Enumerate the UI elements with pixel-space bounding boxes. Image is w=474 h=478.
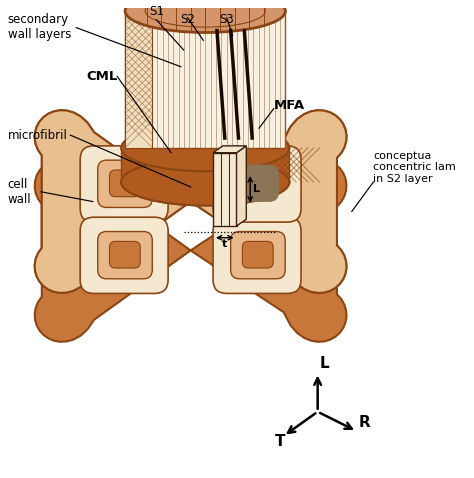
- FancyBboxPatch shape: [80, 217, 168, 293]
- Text: S2: S2: [180, 13, 195, 26]
- FancyBboxPatch shape: [237, 167, 277, 201]
- FancyBboxPatch shape: [213, 146, 301, 222]
- Text: R: R: [359, 415, 371, 430]
- FancyBboxPatch shape: [256, 182, 259, 185]
- Text: MFA: MFA: [273, 99, 305, 112]
- Ellipse shape: [121, 159, 289, 206]
- FancyBboxPatch shape: [237, 165, 279, 202]
- FancyBboxPatch shape: [242, 241, 273, 268]
- Text: S1: S1: [149, 5, 164, 18]
- FancyBboxPatch shape: [251, 178, 263, 189]
- Text: t: t: [222, 239, 228, 249]
- Text: cell
wall: cell wall: [8, 178, 31, 206]
- Polygon shape: [213, 146, 246, 152]
- Text: microfibril: microfibril: [8, 129, 68, 141]
- Ellipse shape: [121, 159, 289, 206]
- FancyBboxPatch shape: [98, 160, 152, 207]
- FancyBboxPatch shape: [239, 168, 276, 200]
- Polygon shape: [121, 148, 289, 182]
- FancyBboxPatch shape: [98, 231, 152, 279]
- Text: secondary
wall layers: secondary wall layers: [8, 13, 71, 41]
- FancyBboxPatch shape: [109, 170, 140, 196]
- FancyBboxPatch shape: [213, 217, 301, 293]
- FancyBboxPatch shape: [248, 176, 266, 192]
- Text: S3: S3: [219, 13, 234, 26]
- Polygon shape: [125, 11, 153, 148]
- Polygon shape: [35, 110, 346, 293]
- FancyBboxPatch shape: [244, 172, 272, 196]
- Text: T: T: [274, 434, 285, 449]
- Polygon shape: [213, 152, 237, 226]
- FancyBboxPatch shape: [80, 146, 168, 222]
- Text: L: L: [319, 356, 329, 371]
- FancyBboxPatch shape: [109, 241, 140, 268]
- Text: conceptua
concentric lam
in S2 layer: conceptua concentric lam in S2 layer: [374, 151, 456, 184]
- Polygon shape: [125, 11, 285, 148]
- Ellipse shape: [121, 124, 289, 171]
- FancyBboxPatch shape: [250, 177, 265, 190]
- Polygon shape: [237, 146, 246, 226]
- FancyBboxPatch shape: [246, 173, 269, 194]
- FancyBboxPatch shape: [254, 181, 260, 186]
- FancyBboxPatch shape: [242, 171, 273, 196]
- FancyBboxPatch shape: [247, 174, 268, 193]
- Text: L: L: [253, 185, 260, 195]
- Text: CML: CML: [86, 70, 118, 83]
- FancyBboxPatch shape: [241, 169, 274, 198]
- FancyBboxPatch shape: [253, 180, 262, 188]
- Polygon shape: [35, 110, 346, 342]
- Ellipse shape: [125, 0, 285, 33]
- FancyBboxPatch shape: [231, 231, 285, 279]
